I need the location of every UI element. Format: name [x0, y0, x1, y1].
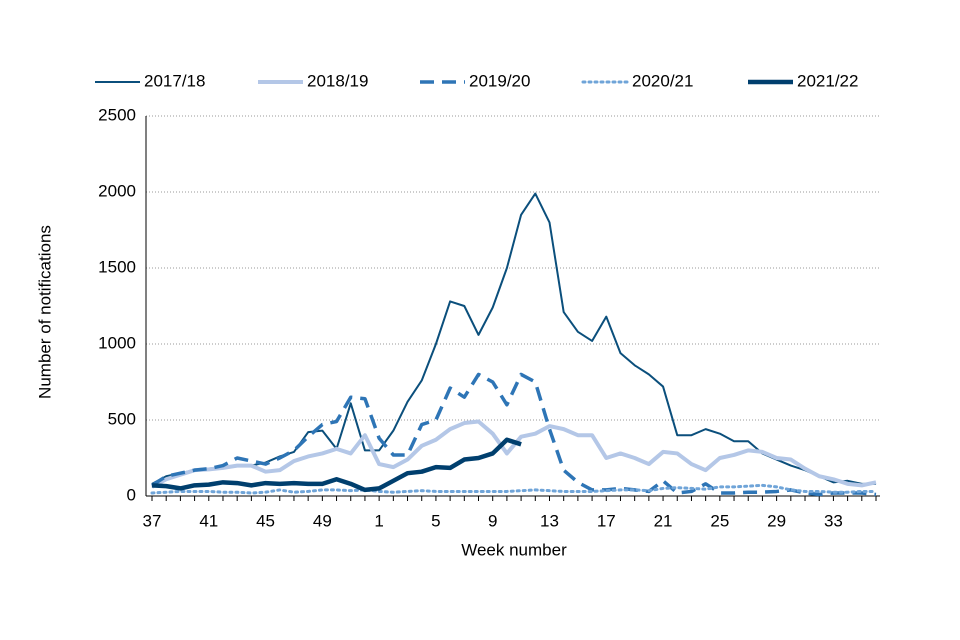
x-tick-label: 17: [597, 511, 616, 530]
x-tick-label: 41: [199, 511, 218, 530]
series-line: [151, 372, 877, 497]
series-line: [151, 419, 877, 489]
y-tick-label: 500: [108, 409, 136, 428]
x-tick-label: 37: [143, 511, 162, 530]
y-axis-label: Number of notifications: [35, 225, 54, 399]
x-tick-label: 33: [824, 511, 843, 530]
x-tick-label: 9: [488, 511, 497, 530]
legend-label: 2018/19: [307, 71, 368, 90]
y-tick-label: 2500: [98, 105, 136, 124]
x-tick-label: 1: [374, 511, 383, 530]
x-tick-label: 25: [710, 511, 729, 530]
legend-label: 2017/18: [144, 71, 205, 90]
x-tick-label: 5: [431, 511, 440, 530]
series-line: [151, 192, 876, 485]
x-tick-label: 49: [313, 511, 332, 530]
y-tick-label: 1500: [98, 257, 136, 276]
y-tick-label: 0: [127, 485, 136, 504]
x-tick-label: 13: [540, 511, 559, 530]
x-tick-label: 21: [654, 511, 673, 530]
series-line: [151, 437, 522, 493]
legend-label: 2020/21: [632, 71, 693, 90]
legend-label: 2021/22: [797, 71, 858, 90]
x-axis-label: Week number: [461, 540, 567, 559]
y-tick-label: 2000: [98, 181, 136, 200]
series-line: [150, 483, 878, 495]
legend-label: 2019/20: [469, 71, 530, 90]
x-tick-label: 45: [256, 511, 275, 530]
y-tick-label: 1000: [98, 333, 136, 352]
x-tick-label: 29: [767, 511, 786, 530]
